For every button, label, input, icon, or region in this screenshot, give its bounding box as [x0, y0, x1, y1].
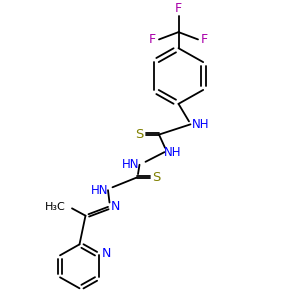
Text: HN: HN — [91, 184, 108, 197]
Text: N: N — [102, 247, 111, 260]
Text: NH: NH — [192, 118, 209, 131]
Text: S: S — [152, 171, 160, 184]
Text: H₃C: H₃C — [45, 202, 66, 212]
Text: F: F — [175, 2, 182, 14]
Text: HN: HN — [122, 158, 140, 171]
Text: S: S — [135, 128, 144, 141]
Text: NH: NH — [164, 146, 181, 159]
Text: F: F — [201, 33, 208, 46]
Text: F: F — [149, 33, 156, 46]
Text: N: N — [111, 200, 120, 213]
